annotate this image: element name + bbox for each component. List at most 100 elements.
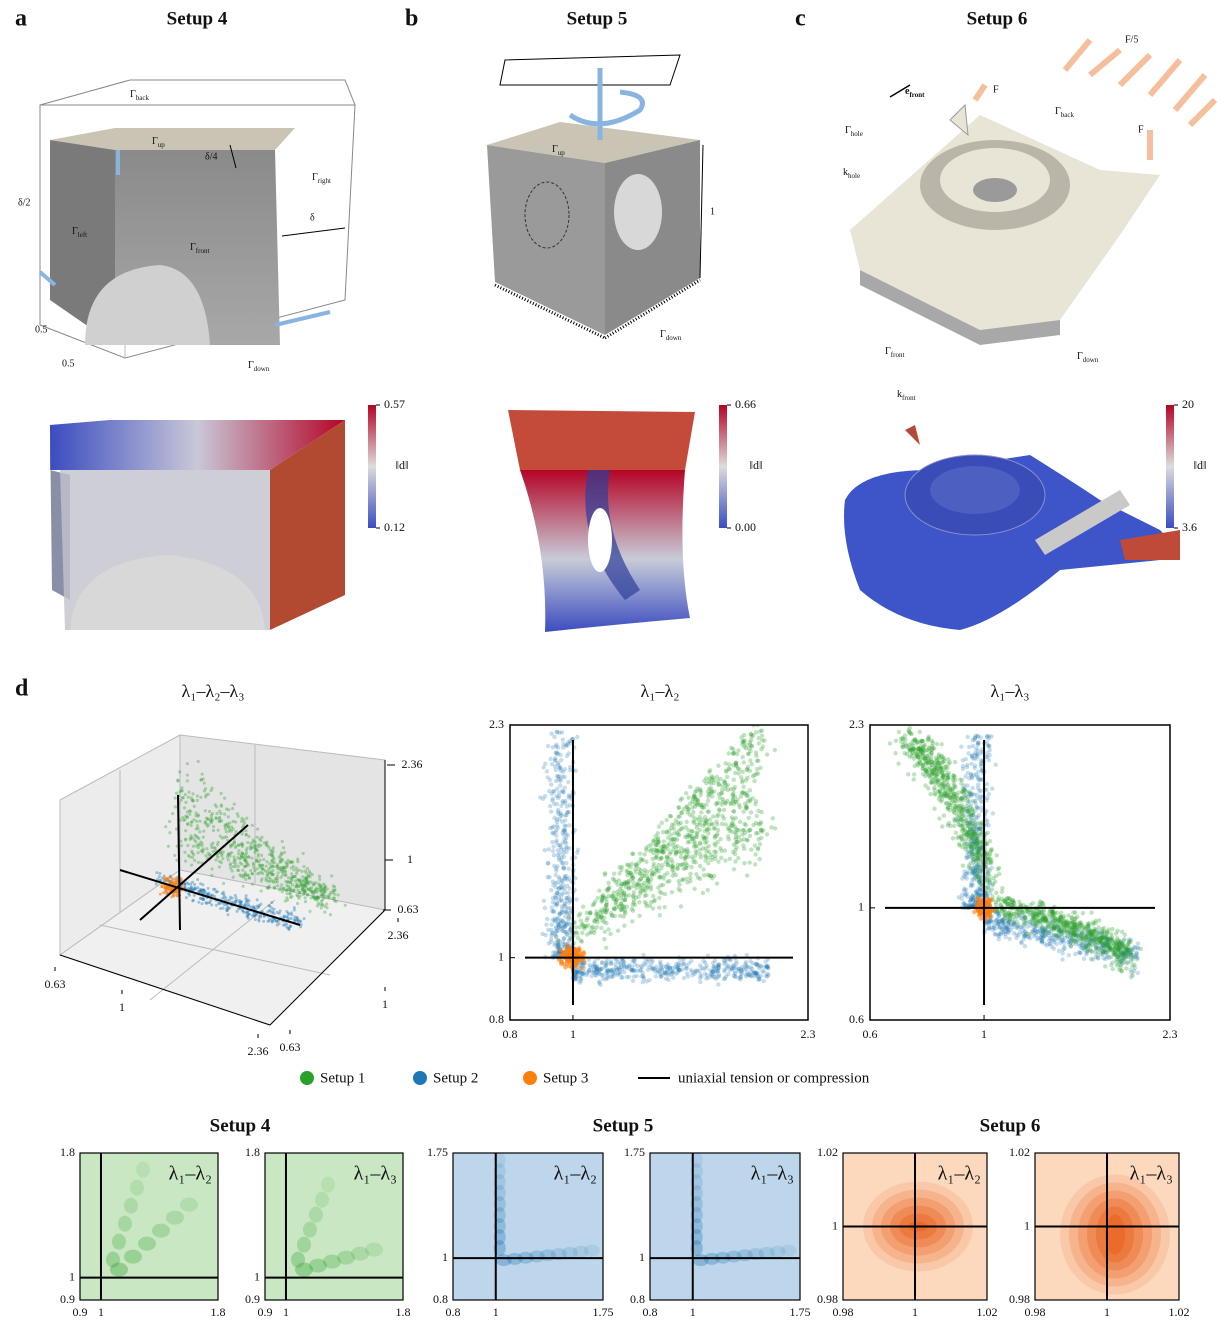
point: [308, 887, 311, 890]
point: [561, 865, 565, 869]
panel-title: Setup 6: [967, 8, 1028, 29]
point: [301, 889, 304, 892]
point: [686, 807, 690, 811]
point: [660, 821, 664, 825]
annotation: khole: [843, 167, 860, 179]
point: [703, 853, 707, 857]
point: [930, 759, 934, 763]
point: [986, 823, 990, 827]
point: [240, 817, 243, 820]
annotation-subscript: front: [891, 351, 905, 359]
point: [278, 856, 281, 859]
point: [734, 816, 738, 820]
point: [686, 828, 690, 832]
point: [546, 744, 550, 748]
point: [552, 853, 556, 857]
point: [547, 789, 551, 793]
point: [698, 980, 702, 984]
point: [581, 905, 585, 909]
point: [266, 880, 269, 883]
point: [209, 899, 212, 902]
point: [700, 966, 704, 970]
point: [970, 852, 974, 856]
point: [641, 953, 645, 957]
point: [901, 743, 905, 747]
point: [769, 825, 773, 829]
point: [771, 816, 775, 820]
point: [662, 844, 666, 848]
point: [538, 795, 542, 799]
point: [271, 859, 274, 862]
point: [557, 817, 561, 821]
point: [1073, 952, 1077, 956]
point: [286, 899, 289, 902]
point: [724, 783, 728, 787]
point: [912, 772, 916, 776]
point: [182, 819, 185, 822]
point: [724, 974, 728, 978]
point: [665, 964, 669, 968]
point: [638, 877, 642, 881]
point: [552, 864, 556, 868]
point: [988, 852, 992, 856]
point: [168, 831, 171, 834]
point: [731, 747, 735, 751]
point: [677, 806, 681, 810]
point: [257, 920, 260, 923]
point: [550, 840, 554, 844]
point: [997, 872, 1001, 876]
point: [333, 889, 336, 892]
point: [986, 884, 990, 888]
point: [187, 796, 190, 799]
point: [765, 832, 769, 836]
point: [722, 961, 726, 965]
point: [245, 852, 248, 855]
point: [919, 752, 923, 756]
point: [699, 793, 703, 797]
point: [752, 773, 756, 777]
point: [247, 903, 250, 906]
point: [719, 848, 723, 852]
point: [246, 915, 249, 918]
point: [202, 777, 205, 780]
point: [630, 907, 634, 911]
point: [977, 879, 981, 883]
point: [631, 902, 635, 906]
point: [990, 787, 994, 791]
point: [968, 790, 972, 794]
point: [674, 873, 678, 877]
point: [212, 850, 215, 853]
point: [241, 852, 244, 855]
point: [623, 965, 627, 969]
point: [276, 911, 279, 914]
point: [673, 837, 677, 841]
point: [684, 866, 688, 870]
point: [703, 841, 707, 845]
point: [184, 801, 187, 804]
point: [223, 797, 226, 800]
point: [680, 826, 684, 830]
point: [955, 793, 959, 797]
point: [602, 937, 606, 941]
point: [565, 754, 569, 758]
point: [545, 769, 549, 773]
tick-label: 1: [407, 852, 413, 866]
point: [599, 973, 603, 977]
point: [564, 850, 568, 854]
point: [764, 716, 768, 720]
point: [252, 866, 255, 869]
point: [184, 793, 187, 796]
point: [609, 894, 613, 898]
point: [229, 896, 232, 899]
point: [945, 766, 949, 770]
point: [643, 962, 647, 966]
point: [221, 857, 224, 860]
point: [675, 866, 679, 870]
point: [727, 767, 731, 771]
point: [736, 856, 740, 860]
point: [591, 903, 595, 907]
colorbar-label: ‖d‖: [396, 458, 409, 472]
point: [240, 832, 243, 835]
annotation: F: [1138, 124, 1144, 135]
point: [732, 966, 736, 970]
